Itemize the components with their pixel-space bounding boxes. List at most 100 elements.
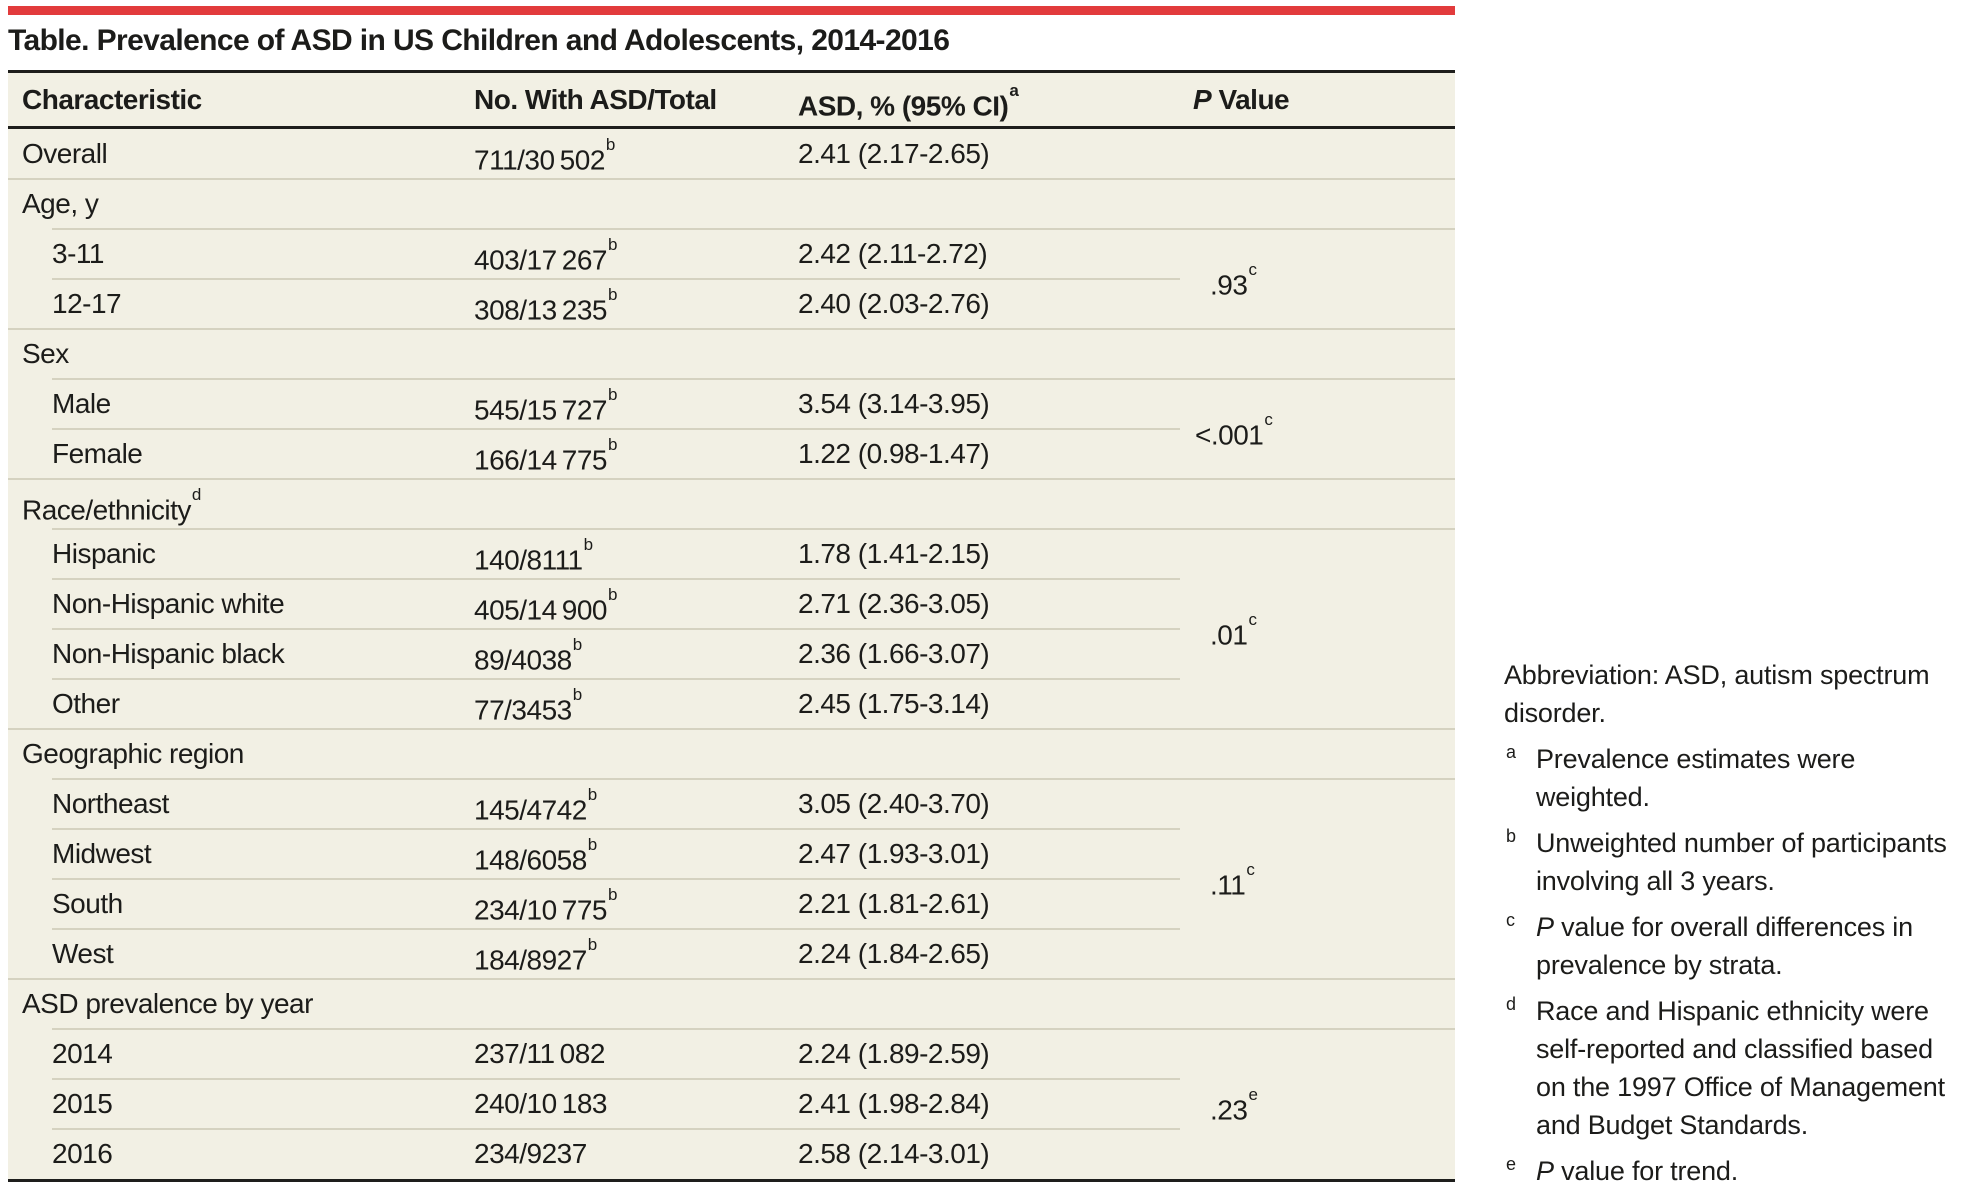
footnote-line: Unweighted number of participants — [1536, 828, 1947, 858]
cell-no-with-asd-total: 140/8111b — [474, 535, 594, 576]
superscript-c: c — [1246, 860, 1255, 879]
cell-asd-percent-ci: 1.78 (1.41-2.15) — [798, 538, 990, 569]
cell-no-with-asd-total: 148/6058b — [474, 835, 598, 876]
row-rule — [52, 628, 1180, 630]
table-group-row: Geographic region — [8, 729, 1455, 779]
table-row: 2014 237/11 082 2.24 (1.89-2.59) — [8, 1029, 1455, 1079]
footnote-marker-e: e — [1506, 1154, 1516, 1174]
group-rule — [52, 228, 1455, 230]
p-value: .93c — [1210, 260, 1257, 301]
superscript-b: b — [572, 685, 583, 704]
footnote-line: on the 1997 Office of Management — [1536, 1072, 1945, 1102]
superscript-b: b — [587, 835, 598, 854]
footnote-c: c P value for overall differences in preva… — [1504, 908, 1960, 984]
superscript-e: e — [1248, 1085, 1258, 1104]
cell-no-with-asd-total: 184/8927b — [474, 935, 598, 976]
cell-asd-percent-ci: 3.05 (2.40-3.70) — [798, 788, 990, 819]
cell-no-with-asd-total: 711/30 502b — [474, 135, 616, 176]
footnote-line: Race and Hispanic ethnicity were — [1536, 996, 1929, 1026]
superscript-b: b — [607, 585, 618, 604]
table-group-row: Age, y — [8, 179, 1455, 229]
superscript-b: b — [587, 935, 598, 954]
column-header-2: No. With ASD/Total — [474, 84, 717, 115]
p-value: .11c — [1210, 860, 1255, 901]
footnotes: Abbreviation: ASD, autism spectrum disord… — [1504, 656, 1960, 1192]
abbreviation-note: Abbreviation: ASD, autism spectrum disord… — [1504, 656, 1960, 732]
footnote-line: P value for overall differences in — [1536, 912, 1913, 942]
table-row: Midwest 148/6058b 2.47 (1.93-3.01) — [8, 829, 1455, 879]
cell-characteristic: 12-17 — [52, 288, 122, 319]
p-value: .23e — [1210, 1085, 1258, 1126]
footnote-line: disorder. — [1504, 698, 1606, 728]
group-rule — [52, 778, 1455, 780]
superscript-b: b — [607, 235, 618, 254]
cell-characteristic: Male — [52, 388, 111, 419]
table-row: Non-Hispanic white 405/14 900b 2.71 (2.36-… — [8, 579, 1455, 629]
section-rule — [8, 178, 1455, 180]
cell-characteristic: Race/ethnicityd — [22, 485, 202, 526]
footnote-line: P value for trend. — [1536, 1156, 1739, 1186]
section-rule — [8, 728, 1455, 730]
cell-asd-percent-ci: 2.42 (2.11-2.72) — [798, 238, 988, 269]
footnote-b: b Unweighted number of participants involv… — [1504, 824, 1960, 900]
cell-no-with-asd-total: 240/10 183 — [474, 1088, 607, 1119]
table-row: South 234/10 775b 2.21 (1.81-2.61) — [8, 879, 1455, 929]
table-row: 2016 234/9237 2.58 (2.14-3.01) — [8, 1129, 1455, 1179]
superscript-c: c — [1248, 260, 1257, 279]
footnote-marker-c: c — [1506, 910, 1515, 930]
cell-characteristic: 2016 — [52, 1138, 113, 1169]
cell-no-with-asd-total: 234/9237 — [474, 1138, 587, 1169]
cell-asd-percent-ci: 2.71 (2.36-3.05) — [798, 588, 990, 619]
row-rule — [52, 1078, 1180, 1080]
table-row: Other 77/3453b 2.45 (1.75-3.14) — [8, 679, 1455, 729]
row-rule — [52, 428, 1180, 430]
column-header-4: P Value — [1193, 84, 1290, 115]
section-rule — [8, 328, 1455, 330]
cell-characteristic: 2015 — [52, 1088, 113, 1119]
cell-asd-percent-ci: 1.22 (0.98-1.47) — [798, 438, 990, 469]
footnote-line: Abbreviation: ASD, autism spectrum — [1504, 660, 1930, 690]
cell-characteristic: West — [52, 938, 114, 969]
footnote-a: a Prevalence estimates were weighted. — [1504, 740, 1960, 816]
table-row: Female 166/14 775b 1.22 (0.98-1.47) — [8, 429, 1455, 479]
row-rule — [52, 928, 1180, 930]
superscript-b: b — [607, 285, 618, 304]
footnote-line: prevalence by strata. — [1536, 950, 1783, 980]
cell-characteristic: Non-Hispanic white — [52, 588, 285, 619]
row-rule — [52, 828, 1180, 830]
footnote-e: e P value for trend. — [1504, 1152, 1960, 1190]
cell-no-with-asd-total: 545/15 727b — [474, 385, 618, 426]
table-row: Northeast 145/4742b 3.05 (2.40-3.70) — [8, 779, 1455, 829]
superscript-b: b — [605, 135, 616, 154]
cell-asd-percent-ci: 2.40 (2.03-2.76) — [798, 288, 990, 319]
cell-characteristic: Northeast — [52, 788, 169, 819]
footnote-marker-a: a — [1506, 742, 1516, 762]
cell-characteristic: Geographic region — [22, 738, 244, 769]
footnote-line: self-reported and classified based — [1536, 1034, 1933, 1064]
cell-no-with-asd-total: 77/3453b — [474, 685, 583, 726]
table-row: 12-17 308/13 235b 2.40 (2.03-2.76) — [8, 279, 1455, 329]
cell-asd-percent-ci: 3.54 (3.14-3.95) — [798, 388, 990, 419]
superscript-c: c — [1264, 410, 1273, 429]
superscript-b: b — [572, 635, 583, 654]
footnote-line: involving all 3 years. — [1536, 866, 1775, 896]
cell-characteristic: Midwest — [52, 838, 152, 869]
footnote-marker-d: d — [1506, 994, 1516, 1014]
row-rule — [52, 278, 1180, 280]
superscript-b: b — [607, 885, 618, 904]
cell-no-with-asd-total: 166/14 775b — [474, 435, 618, 476]
cell-characteristic: Overall — [22, 138, 108, 169]
superscript-a: a — [1009, 81, 1019, 100]
cell-asd-percent-ci: 2.24 (1.89-2.59) — [798, 1038, 990, 1069]
group-rule — [52, 378, 1455, 380]
group-rule — [52, 528, 1455, 530]
cell-asd-percent-ci: 2.45 (1.75-3.14) — [798, 688, 990, 719]
p-value: <.001c — [1195, 410, 1273, 451]
superscript-b: b — [587, 785, 598, 804]
section-rule — [8, 978, 1455, 980]
superscript-b: b — [607, 435, 618, 454]
cell-asd-percent-ci: 2.47 (1.93-3.01) — [798, 838, 990, 869]
cell-no-with-asd-total: 237/11 082 — [474, 1038, 605, 1069]
footnote-line: weighted. — [1536, 782, 1650, 812]
cell-asd-percent-ci: 2.36 (1.66-3.07) — [798, 638, 990, 669]
